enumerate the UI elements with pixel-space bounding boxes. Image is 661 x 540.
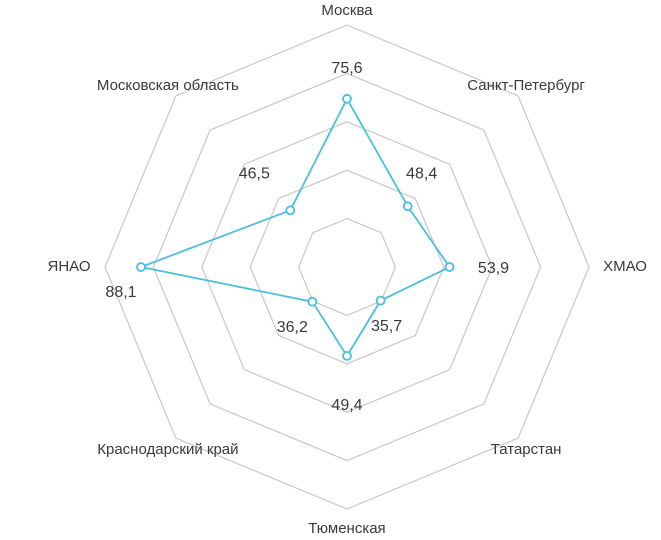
grid-ring: [104, 24, 590, 510]
grid-ring: [297, 217, 397, 317]
data-point: [342, 93, 352, 104]
data-label: 35,7: [371, 318, 402, 335]
data-label: 53,9: [478, 260, 509, 277]
grid-ring: [201, 121, 493, 413]
category-label: Санкт-Петербург: [467, 77, 585, 94]
data-point: [307, 296, 318, 307]
data-label: 88,1: [105, 284, 136, 301]
data-label: 36,2: [277, 319, 308, 336]
grid-ring: [152, 72, 542, 462]
category-label: ХМАО: [603, 258, 647, 275]
data-point: [444, 262, 455, 272]
category-label: Московская область: [97, 77, 239, 94]
category-label: ЯНАО: [47, 258, 90, 275]
category-label: Татарстан: [491, 441, 562, 458]
grid-ring: [249, 169, 445, 365]
data-label: 46,5: [239, 166, 270, 183]
data-point: [342, 350, 352, 361]
data-label: 75,6: [331, 60, 362, 77]
data-label: 48,4: [406, 166, 437, 183]
data-point: [375, 295, 386, 306]
category-label: Краснодарский край: [97, 441, 238, 458]
data-point: [402, 201, 413, 212]
data-point: [285, 205, 296, 216]
data-point: [136, 262, 146, 272]
category-label: Тюменская: [308, 520, 385, 535]
data-label: 49,4: [331, 397, 362, 414]
series-line: [137, 96, 451, 358]
category-label: Москва: [321, 2, 373, 19]
